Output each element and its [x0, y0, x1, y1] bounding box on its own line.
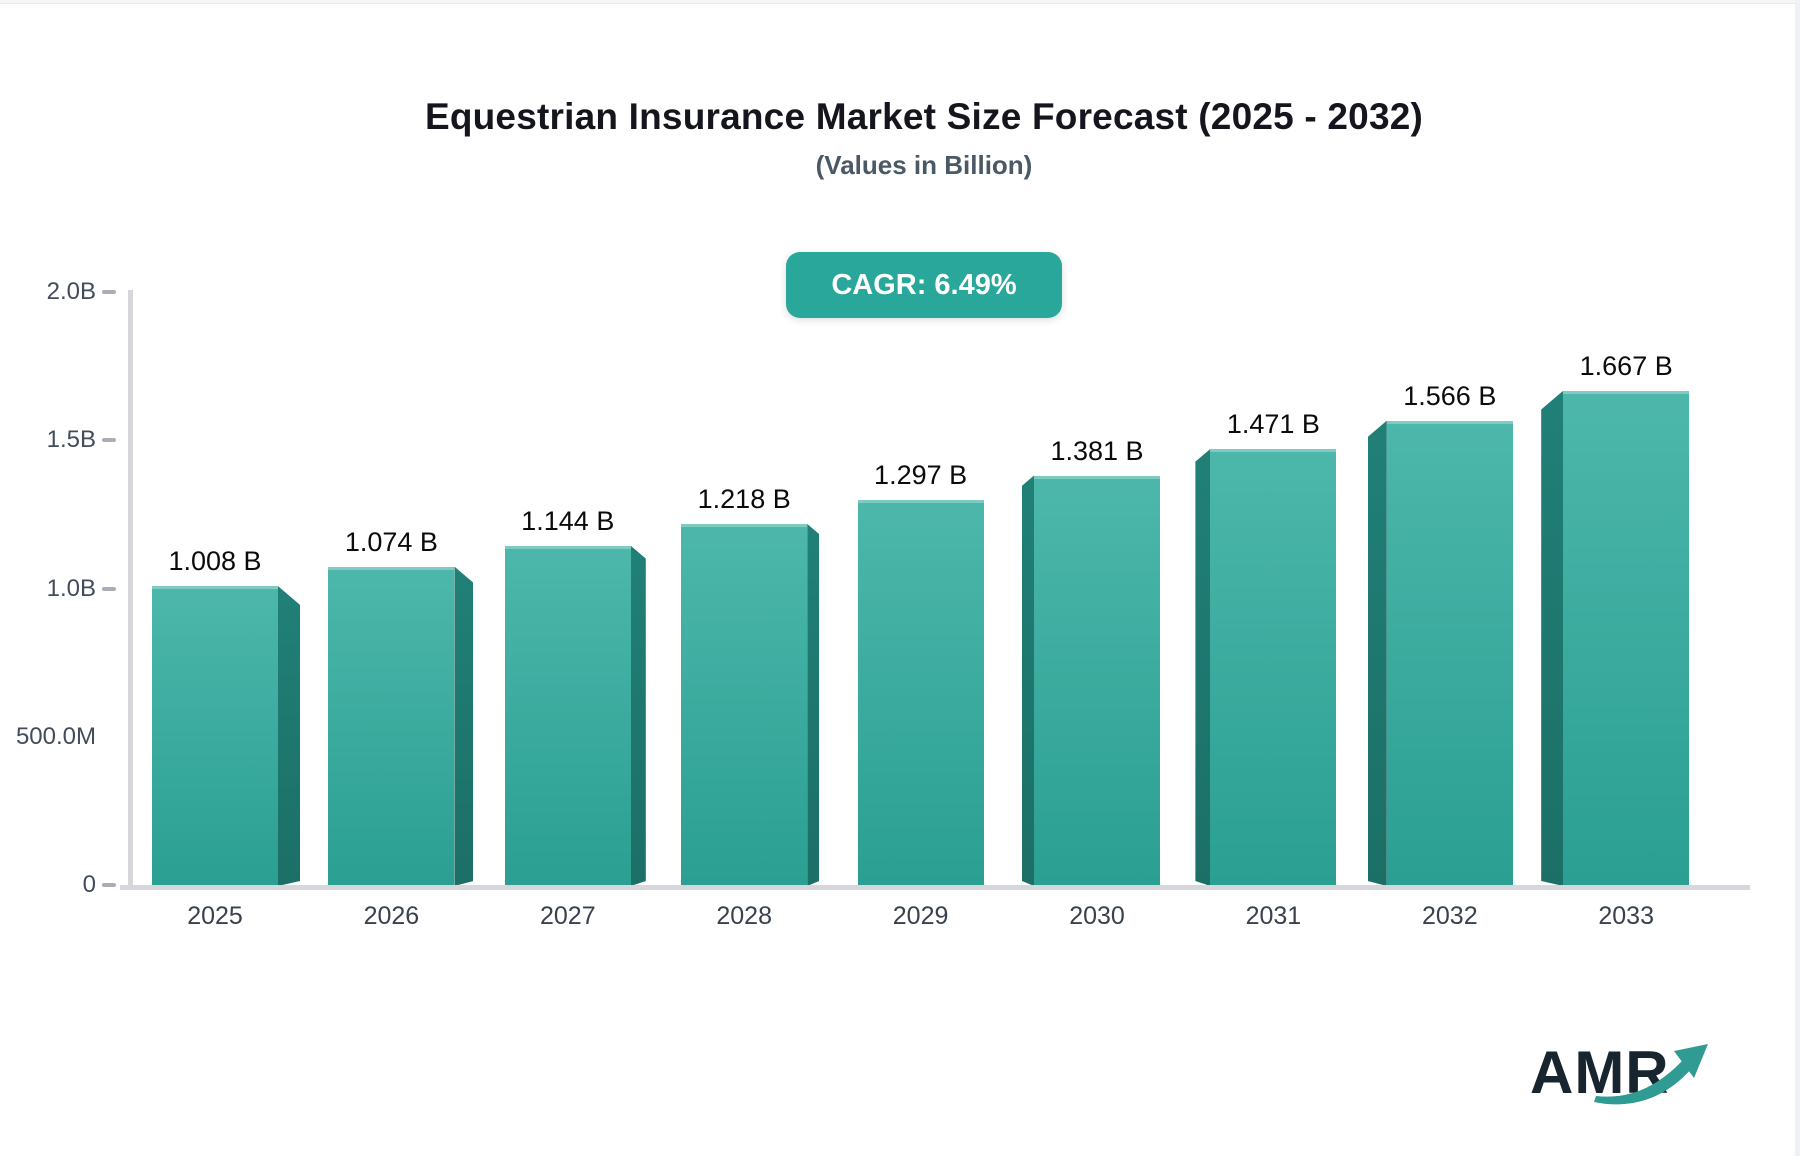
x-axis-label: 2032 — [1421, 902, 1478, 930]
bar-2030 — [1034, 475, 1160, 886]
bar-value-label: 1.566 B — [1403, 380, 1497, 411]
bar-2028 — [681, 523, 808, 886]
bar-3d-side — [1195, 448, 1211, 886]
x-axis-label: 2027 — [539, 902, 596, 930]
screenshot-right-edge — [1795, 0, 1800, 1156]
cagr-badge: CAGR: 6.49% — [786, 252, 1062, 318]
amr-logo: AMR — [1500, 1030, 1730, 1125]
bar-value-label: 1.667 B — [1579, 350, 1673, 381]
bar-value-label: 1.471 B — [1226, 408, 1320, 439]
bar-3d-side — [1367, 420, 1387, 886]
chart-title: Equestrian Insurance Market Size Forecas… — [424, 96, 1424, 137]
screenshot-top-edge — [0, 0, 1800, 4]
bar-value-label: 1.008 B — [168, 546, 262, 577]
bar-2027 — [504, 545, 631, 886]
bar-2025 — [152, 586, 278, 886]
bar-3d-side — [454, 566, 474, 886]
bar-value-label: 1.074 B — [344, 526, 438, 557]
bar-value-label: 1.297 B — [874, 460, 968, 491]
x-axis-label: 2030 — [1069, 902, 1125, 930]
x-axis-label: 2029 — [892, 902, 949, 930]
y-axis-tick-label: 2.0B — [46, 278, 96, 305]
bar-2033 — [1563, 390, 1690, 886]
y-axis-tick-mark — [102, 438, 116, 443]
x-axis-line — [120, 885, 1750, 890]
bar-3d-side — [630, 545, 646, 886]
bar-3d-side — [1022, 475, 1034, 886]
y-axis-tick-label: 1.5B — [46, 426, 96, 454]
bar-value-label: 1.381 B — [1050, 435, 1144, 466]
y-axis-line — [128, 290, 133, 889]
bar-3d-side — [1541, 390, 1564, 886]
x-axis-label: 2026 — [363, 902, 420, 930]
x-axis-label: 2025 — [187, 902, 243, 930]
y-axis-tick-label: 1.0B — [46, 574, 96, 602]
x-axis-label: 2028 — [716, 902, 772, 930]
bar-3d-side — [278, 586, 300, 886]
y-axis-tick-label: 500.0M — [15, 722, 96, 750]
bar-value-label: 1.218 B — [697, 483, 791, 514]
bar-2032 — [1386, 420, 1513, 886]
y-axis-tick-mark — [102, 883, 116, 887]
chart-subtitle: (Values in Billion) — [815, 150, 1033, 180]
y-axis-tick-label: 0 — [82, 871, 96, 898]
x-axis-label: 2031 — [1245, 902, 1302, 930]
y-axis-tick-mark — [102, 586, 116, 591]
y-axis-tick-mark — [102, 290, 116, 294]
bar-2029 — [857, 500, 984, 886]
bar-3d-side — [807, 523, 820, 886]
bar-2026 — [328, 566, 455, 886]
growth-arrow-icon — [1594, 1044, 1708, 1105]
bar-2031 — [1210, 448, 1337, 886]
bar-value-label: 1.144 B — [521, 505, 615, 536]
x-axis-label: 2033 — [1598, 902, 1654, 930]
